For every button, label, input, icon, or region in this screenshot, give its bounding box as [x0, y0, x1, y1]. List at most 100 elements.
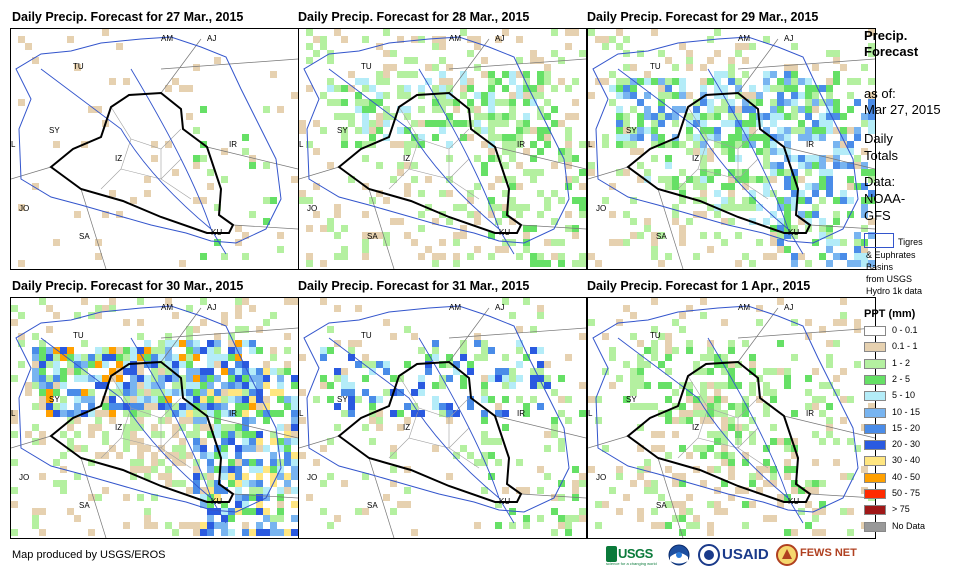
panel-title-1: Daily Precip. Forecast for 27 Mar., 2015	[12, 10, 244, 24]
country-label-sa: SA	[79, 232, 90, 241]
country-label-tu: TU	[73, 331, 84, 340]
basin-label-2: & Euphrates	[866, 250, 916, 260]
legend-label: 50 - 75	[892, 488, 921, 498]
basin-label-1: Tigres	[898, 237, 923, 247]
country-borders	[11, 38, 298, 269]
country-label-am: AM	[449, 303, 461, 312]
legend-swatch	[864, 505, 886, 516]
country-label-ir: IR	[229, 409, 237, 418]
basin-outline	[303, 305, 570, 513]
usgs-tagline: science for a changing world	[606, 561, 657, 566]
country-label-aj: AJ	[495, 34, 504, 43]
country-label-ku: KU	[499, 228, 510, 237]
country-label-jo: JO	[596, 473, 606, 482]
ppt-legend-title: PPT (mm)	[864, 308, 916, 320]
precip-map: AM AJ TU SY IZ IR JO SA KU L	[588, 29, 875, 269]
country-borders	[588, 38, 875, 269]
usaid-logo-text: USAID	[722, 546, 769, 563]
country-label-sy: SY	[337, 395, 348, 404]
legend-label: 30 - 40	[892, 455, 921, 466]
panel-title-3: Daily Precip. Forecast for 29 Mar., 2015	[587, 10, 819, 24]
map-panel-6: AM AJ TU SY IZ IR JO SA KU L	[587, 297, 876, 539]
legend-swatch	[864, 472, 886, 483]
precip-map: AM AJ TU SY IZ IR JO SA KU L	[299, 29, 586, 269]
country-label-sy: SY	[49, 395, 60, 404]
usaid-logo: USAID	[698, 544, 773, 568]
country-label-ir: IR	[517, 140, 525, 149]
country-label-aj: AJ	[207, 34, 216, 43]
legend-label: 20 - 30	[892, 439, 921, 450]
country-borders	[11, 307, 298, 538]
precip-raster	[588, 298, 875, 536]
country-label-sy: SY	[626, 126, 637, 135]
precip-map: AM AJ TU SY IZ IR JO SA KU L	[11, 29, 298, 269]
precip-map: AM AJ TU SY IZ IR JO SA KU L	[299, 298, 586, 538]
country-label-iz: IZ	[403, 154, 410, 163]
daily-totals-label: Daily Totals	[864, 131, 898, 163]
legend-label: 10 - 15	[892, 406, 921, 417]
panel-title-4: Daily Precip. Forecast for 30 Mar., 2015	[12, 279, 244, 293]
country-label-ir: IR	[806, 409, 814, 418]
country-label-sy: SY	[49, 126, 60, 135]
country-label-iz: IZ	[692, 154, 699, 163]
country-label-tu: TU	[361, 331, 372, 340]
country-label-am: AM	[161, 303, 173, 312]
iraq-border	[337, 360, 523, 503]
map-panel-5: AM AJ TU SY IZ IR JO SA KU L	[298, 297, 587, 539]
country-label-l: L	[11, 140, 16, 149]
country-label-ku: KU	[211, 497, 222, 506]
data-label: Data:	[864, 174, 896, 189]
basin-outline	[592, 305, 859, 513]
precip-raster	[588, 29, 875, 267]
legend-swatch	[864, 423, 886, 434]
country-label-aj: AJ	[495, 303, 504, 312]
precip-map: AM AJ TU SY IZ IR JO SA KU L	[11, 298, 298, 538]
iraq-border	[49, 360, 235, 503]
panel-title-6: Daily Precip. Forecast for 1 Apr., 2015	[587, 279, 811, 293]
country-label-l: L	[588, 140, 593, 149]
data-source: NOAA-GFS	[864, 191, 906, 223]
country-label-ku: KU	[499, 497, 510, 506]
basin-label-4: from USGS	[866, 274, 913, 284]
iraq-border	[49, 91, 235, 234]
country-borders	[588, 307, 875, 538]
country-label-ku: KU	[788, 497, 799, 506]
map-credit: Map produced by USGS/EROS	[12, 549, 166, 561]
basin-outline	[15, 305, 282, 513]
legend-swatch	[864, 489, 886, 499]
country-label-tu: TU	[361, 62, 372, 71]
map-panel-1: AM AJ TU SY IZ IR JO SA KU L	[10, 28, 299, 270]
country-label-am: AM	[738, 303, 750, 312]
country-label-jo: JO	[307, 204, 317, 213]
country-borders	[299, 38, 586, 269]
legend-swatch	[864, 358, 886, 369]
legend-swatch	[864, 521, 886, 532]
fews-net-logo: FEWS NET	[776, 544, 857, 568]
country-label-am: AM	[161, 34, 173, 43]
iraq-border	[626, 91, 812, 234]
legend-label: 2 - 5	[892, 373, 911, 384]
country-label-jo: JO	[307, 473, 317, 482]
precip-raster	[18, 29, 298, 267]
legend-swatch	[864, 326, 886, 336]
legend-label: 0 - 0.1	[892, 325, 918, 335]
precip-raster	[299, 298, 586, 536]
legend-title: Precip. Forecast	[864, 28, 919, 59]
country-label-jo: JO	[19, 473, 29, 482]
country-label-jo: JO	[19, 204, 29, 213]
country-label-tu: TU	[650, 62, 661, 71]
legend-label: 0.1 - 1	[892, 341, 918, 352]
legend-label: > 75	[892, 504, 910, 515]
map-panel-3: AM AJ TU SY IZ IR JO SA KU L	[587, 28, 876, 270]
legend-swatch	[864, 407, 886, 418]
legend-label: 15 - 20	[892, 422, 921, 433]
fews-net-logo-text: FEWS NET	[800, 547, 857, 559]
governorate-lines	[388, 375, 480, 469]
governorate-lines	[388, 106, 480, 200]
country-label-l: L	[299, 140, 304, 149]
country-label-ir: IR	[806, 140, 814, 149]
precip-raster	[11, 298, 298, 536]
country-label-ir: IR	[517, 409, 525, 418]
country-label-iz: IZ	[115, 154, 122, 163]
country-label-sy: SY	[337, 126, 348, 135]
